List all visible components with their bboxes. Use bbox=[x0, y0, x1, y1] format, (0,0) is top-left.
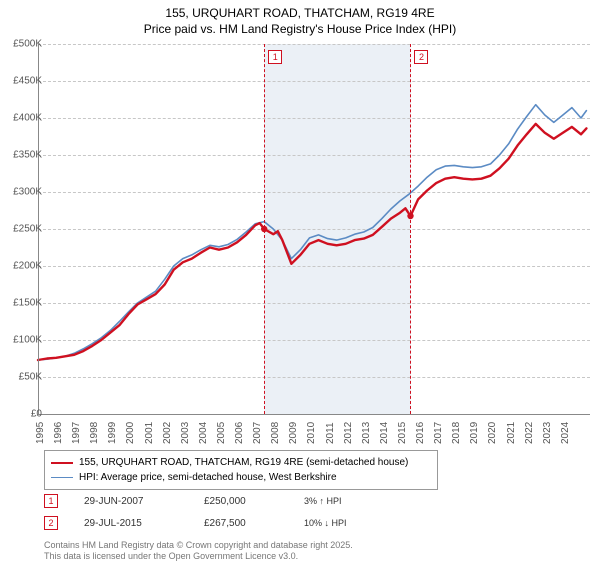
y-tick-label: £500K bbox=[6, 39, 42, 50]
chart-container: 155, URQUHART ROAD, THATCHAM, RG19 4RE P… bbox=[0, 0, 600, 560]
sale-marker-line-2 bbox=[410, 44, 411, 414]
x-tick-label: 2010 bbox=[306, 422, 317, 444]
x-tick-label: 2014 bbox=[379, 422, 390, 444]
sale-row-1: 1 29-JUN-2007 £250,000 3% ↑ HPI bbox=[44, 494, 584, 508]
sale-marker-1: 1 bbox=[44, 494, 58, 508]
x-tick-label: 2021 bbox=[506, 422, 517, 444]
series-subject bbox=[38, 124, 586, 360]
x-tick-label: 1996 bbox=[53, 422, 64, 444]
sale-date-2: 29-JUL-2015 bbox=[84, 518, 204, 529]
x-tick-label: 2004 bbox=[198, 422, 209, 444]
x-tick-label: 2012 bbox=[343, 422, 354, 444]
legend-item-hpi: HPI: Average price, semi-detached house,… bbox=[51, 470, 431, 485]
x-tick-label: 2022 bbox=[524, 422, 535, 444]
x-tick-label: 2001 bbox=[144, 422, 155, 444]
y-tick-label: £250K bbox=[6, 224, 42, 235]
sale-pct-2: 10% ↓ HPI bbox=[304, 518, 424, 528]
legend-item-subject: 155, URQUHART ROAD, THATCHAM, RG19 4RE (… bbox=[51, 455, 431, 470]
x-tick-label: 2007 bbox=[252, 422, 263, 444]
series-hpi bbox=[38, 105, 586, 360]
x-tick-label: 2019 bbox=[469, 422, 480, 444]
footer-attribution: Contains HM Land Registry data © Crown c… bbox=[44, 540, 353, 562]
sale-marker-line-1 bbox=[264, 44, 265, 414]
title-block: 155, URQUHART ROAD, THATCHAM, RG19 4RE P… bbox=[0, 0, 600, 37]
x-tick-label: 2020 bbox=[487, 422, 498, 444]
y-tick-label: £0 bbox=[6, 409, 42, 420]
legend-box: 155, URQUHART ROAD, THATCHAM, RG19 4RE (… bbox=[44, 450, 438, 490]
x-tick-label: 2003 bbox=[180, 422, 191, 444]
x-tick-label: 2024 bbox=[560, 422, 571, 444]
legend-swatch-red bbox=[51, 462, 73, 464]
y-tick-label: £300K bbox=[6, 187, 42, 198]
y-tick-label: £400K bbox=[6, 113, 42, 124]
x-tick-label: 1997 bbox=[71, 422, 82, 444]
footer-line-1: Contains HM Land Registry data © Crown c… bbox=[44, 540, 353, 550]
legend-label-subject: 155, URQUHART ROAD, THATCHAM, RG19 4RE (… bbox=[79, 455, 408, 470]
x-tick-label: 2006 bbox=[234, 422, 245, 444]
chart-plot-area: 12 bbox=[38, 44, 590, 414]
x-tick-label: 2013 bbox=[361, 422, 372, 444]
x-tick-label: 2000 bbox=[125, 422, 136, 444]
y-tick-label: £450K bbox=[6, 76, 42, 87]
x-tick-label: 1998 bbox=[89, 422, 100, 444]
y-tick-label: £100K bbox=[6, 335, 42, 346]
x-tick-label: 1995 bbox=[35, 422, 46, 444]
y-tick-label: £150K bbox=[6, 298, 42, 309]
x-tick-label: 2015 bbox=[397, 422, 408, 444]
x-tick-label: 2018 bbox=[451, 422, 462, 444]
sale-pct-1: 3% ↑ HPI bbox=[304, 496, 424, 506]
y-tick-label: £50K bbox=[6, 372, 42, 383]
y-tick-label: £200K bbox=[6, 261, 42, 272]
sale-price-2: £267,500 bbox=[204, 518, 304, 529]
sale-marker-box-1: 1 bbox=[268, 50, 282, 64]
x-axis bbox=[38, 414, 590, 415]
title-line-2: Price paid vs. HM Land Registry's House … bbox=[0, 22, 600, 38]
sale-marker-box-2: 2 bbox=[414, 50, 428, 64]
x-tick-label: 2011 bbox=[325, 422, 336, 444]
legend-label-hpi: HPI: Average price, semi-detached house,… bbox=[79, 470, 337, 485]
x-tick-label: 2023 bbox=[542, 422, 553, 444]
x-tick-label: 2005 bbox=[216, 422, 227, 444]
y-tick-label: £350K bbox=[6, 150, 42, 161]
x-tick-label: 2002 bbox=[162, 422, 173, 444]
x-tick-label: 1999 bbox=[107, 422, 118, 444]
x-tick-label: 2008 bbox=[270, 422, 281, 444]
sale-row-2: 2 29-JUL-2015 £267,500 10% ↓ HPI bbox=[44, 516, 584, 530]
footer-line-2: This data is licensed under the Open Gov… bbox=[44, 551, 298, 561]
x-tick-label: 2017 bbox=[433, 422, 444, 444]
chart-lines-svg bbox=[38, 44, 590, 414]
sale-date-1: 29-JUN-2007 bbox=[84, 496, 204, 507]
title-line-1: 155, URQUHART ROAD, THATCHAM, RG19 4RE bbox=[0, 6, 600, 22]
sale-marker-2: 2 bbox=[44, 516, 58, 530]
legend-swatch-blue bbox=[51, 477, 73, 478]
x-tick-label: 2016 bbox=[415, 422, 426, 444]
sale-price-1: £250,000 bbox=[204, 496, 304, 507]
x-tick-label: 2009 bbox=[288, 422, 299, 444]
